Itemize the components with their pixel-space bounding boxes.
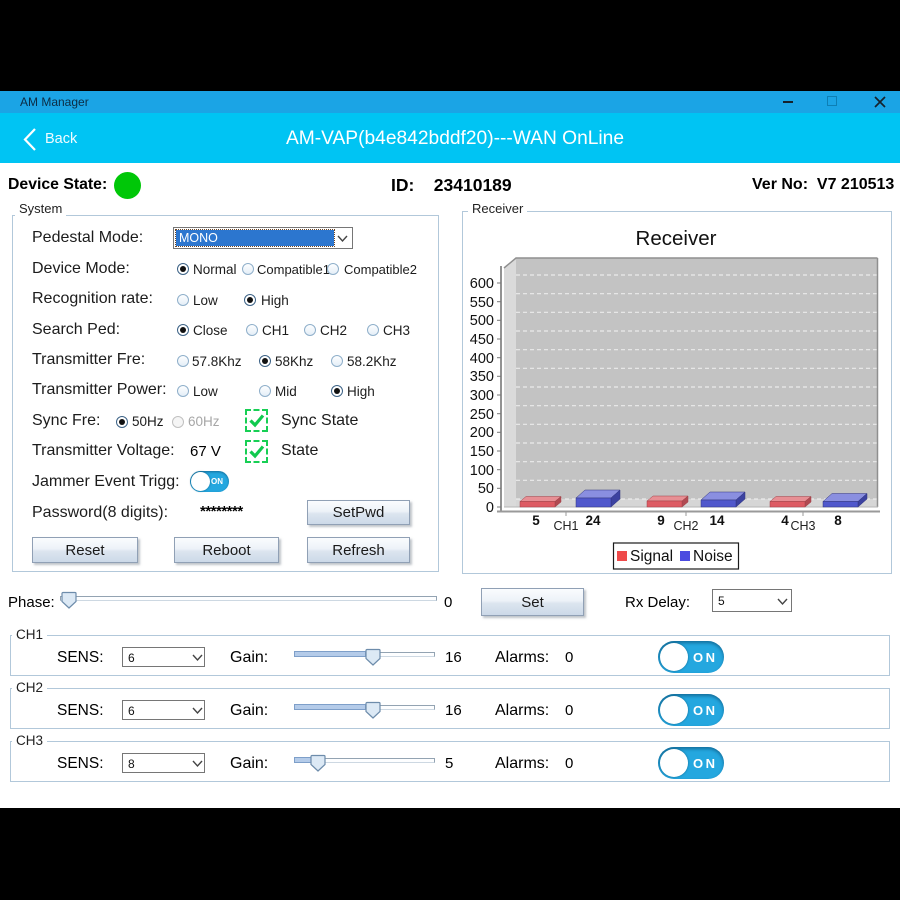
svg-text:400: 400: [470, 351, 494, 367]
svg-text:600: 600: [470, 276, 494, 292]
svg-text:14: 14: [709, 513, 725, 528]
svg-text:300: 300: [470, 388, 494, 404]
svg-text:100: 100: [470, 463, 494, 479]
svg-text:200: 200: [470, 425, 494, 441]
svg-text:8: 8: [834, 513, 842, 528]
svg-text:4: 4: [781, 513, 789, 528]
svg-text:24: 24: [585, 513, 601, 528]
svg-text:CH3: CH3: [790, 519, 815, 533]
svg-text:500: 500: [470, 313, 494, 329]
svg-text:250: 250: [470, 407, 494, 423]
svg-text:50: 50: [478, 481, 494, 497]
svg-text:350: 350: [470, 369, 494, 385]
svg-text:9: 9: [657, 513, 665, 528]
svg-text:150: 150: [470, 444, 494, 460]
svg-text:Noise: Noise: [693, 548, 733, 565]
svg-text:0: 0: [486, 500, 494, 516]
svg-text:550: 550: [470, 295, 494, 311]
svg-text:CH1: CH1: [553, 519, 578, 533]
svg-text:450: 450: [470, 332, 494, 348]
svg-text:5: 5: [532, 513, 540, 528]
svg-text:Receiver: Receiver: [636, 227, 717, 250]
svg-text:CH2: CH2: [673, 519, 698, 533]
svg-text:Signal: Signal: [630, 548, 673, 565]
